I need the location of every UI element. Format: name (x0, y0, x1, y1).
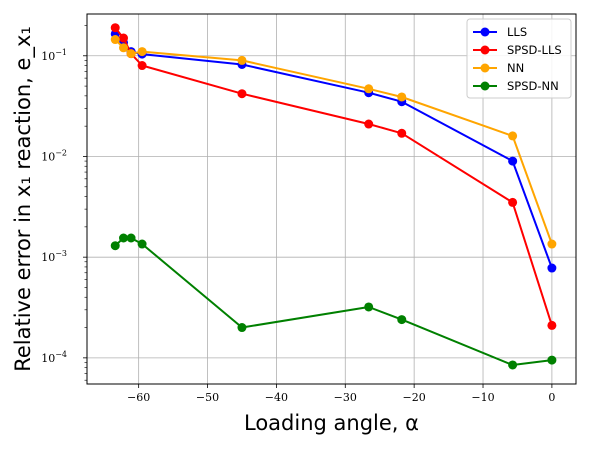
x-tick-label: 0 (548, 391, 555, 404)
data-point (508, 131, 518, 141)
series-nn (110, 35, 557, 249)
data-point (110, 241, 120, 251)
data-point (364, 84, 374, 94)
data-point (547, 355, 557, 365)
data-point (137, 239, 147, 249)
legend: LLS SPSD-LLS NN SPSD-NN (466, 18, 572, 99)
legend-label: SPSD-LLS (507, 43, 562, 57)
data-point (126, 233, 136, 243)
y-axis-title: Relative error in x₁ reaction, e_x₁ (11, 26, 36, 372)
x-tick-label: −20 (403, 391, 426, 404)
data-point (547, 239, 557, 249)
legend-label: NN (507, 61, 524, 75)
legend-label: SPSD-NN (507, 79, 559, 93)
data-point (126, 49, 136, 59)
x-tick-label: −30 (334, 391, 357, 404)
series-spsd-nn (110, 233, 557, 370)
data-point (237, 323, 247, 333)
y-tick-label: 10−4 (41, 350, 67, 365)
data-point (119, 233, 129, 243)
x-tick-label: −10 (471, 391, 494, 404)
data-point (397, 92, 407, 102)
legend-box (466, 18, 572, 99)
legend-swatch-marker (480, 63, 490, 73)
data-point (508, 197, 518, 207)
y-tick-label: 10−2 (41, 148, 67, 163)
data-point (364, 302, 374, 312)
y-tick-label: 10−1 (41, 48, 67, 63)
series-spsd-lls (110, 23, 557, 330)
data-point (397, 128, 407, 138)
plot-series (110, 23, 557, 370)
data-point (119, 33, 129, 43)
data-point (110, 23, 120, 33)
x-tick-label: −50 (196, 391, 219, 404)
plot-frame (86, 13, 577, 385)
data-point (119, 43, 129, 53)
data-point (508, 156, 518, 166)
x-axis-title: Loading angle, α (244, 411, 419, 435)
legend-swatch-marker (480, 45, 490, 55)
data-point (508, 360, 518, 370)
data-point (137, 61, 147, 71)
legend-swatch-marker (480, 81, 490, 91)
data-point (547, 320, 557, 330)
data-point (364, 119, 374, 129)
x-tick-label: −40 (265, 391, 288, 404)
legend-label: LLS (507, 25, 527, 39)
data-point (397, 315, 407, 325)
legend-swatch-marker (480, 27, 490, 37)
x-tick-label: −60 (127, 391, 150, 404)
data-point (137, 47, 147, 57)
y-tick-label: 10−3 (41, 249, 67, 264)
data-point (237, 89, 247, 99)
data-point (237, 55, 247, 65)
data-point (110, 35, 120, 45)
data-point (547, 263, 557, 273)
